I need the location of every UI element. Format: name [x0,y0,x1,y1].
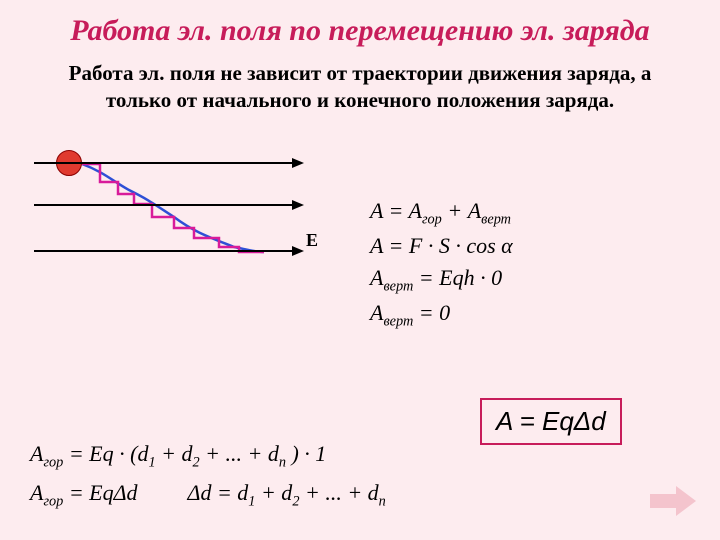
field-diagram: E [34,142,334,292]
formula-1: A = Aгор + Aверт [370,195,513,230]
formula-b2a: Aгор = EqΔd [30,480,138,510]
formula-3: Aверт = Eqh · 0 [370,262,513,297]
field-line [34,204,294,206]
field-line [34,162,294,164]
formula-4: Aверт = 0 [370,297,513,332]
arrow-head-icon [292,158,304,168]
formulas-right: A = Aгор + Aверт A = F · S · cos α Aверт… [370,195,513,332]
e-label: E [306,230,318,251]
formulas-bottom: Aгор = Eq · (d1 + d2 + ... + dn ) · 1 Aг… [30,441,386,510]
formula-b1: Aгор = Eq · (d1 + d2 + ... + dn ) · 1 [30,441,386,471]
page-title: Работа эл. поля по перемещению эл. заряд… [24,12,696,50]
slide: Работа эл. поля по перемещению эл. заряд… [0,0,720,540]
next-button[interactable] [648,484,698,518]
formula-2: A = F · S · cos α [370,230,513,262]
boxed-formula: A = EqΔd [480,398,622,445]
arrow-head-icon [292,200,304,210]
arrow-right-icon [648,484,698,518]
field-line [34,250,294,252]
arrow-head-icon [292,246,304,256]
content-row: E [24,132,696,292]
blue-curve [82,164,264,252]
formula-b-pair: Aгор = EqΔd Δd = d1 + d2 + ... + dn [30,480,386,510]
subtitle-text: Работа эл. поля не зависит от траектории… [54,60,666,115]
formula-b2b: Δd = d1 + d2 + ... + dn [188,480,386,510]
